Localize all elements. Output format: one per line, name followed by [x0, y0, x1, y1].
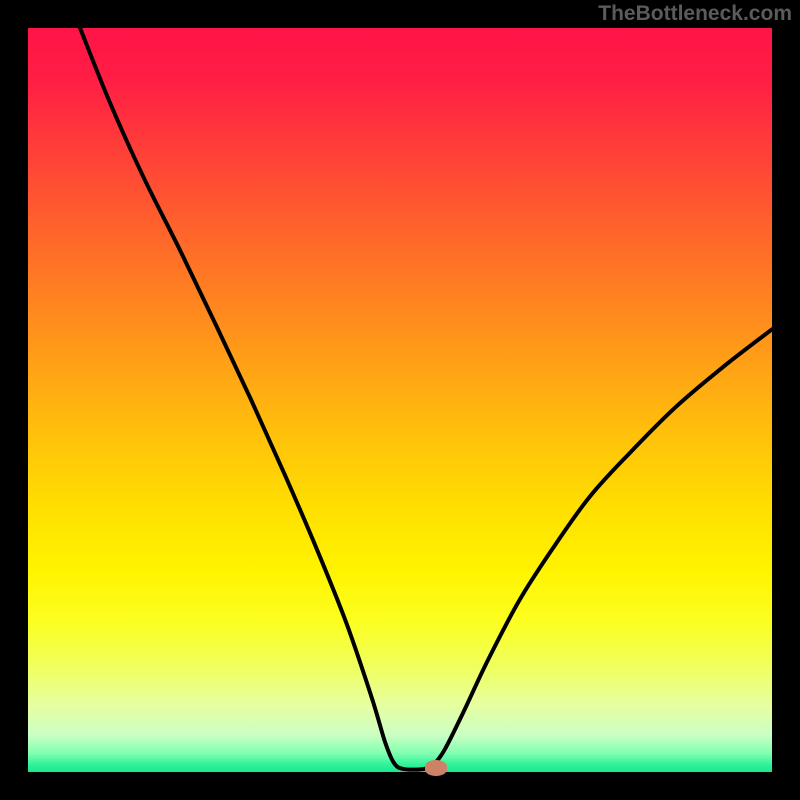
chart-plot: [0, 0, 800, 800]
frame-border: [0, 0, 28, 800]
plot-background: [28, 28, 772, 772]
optimal-point-marker[interactable]: [425, 760, 447, 776]
watermark-text: TheBottleneck.com: [598, 2, 792, 26]
frame-border: [0, 772, 800, 800]
frame-border: [772, 0, 800, 800]
